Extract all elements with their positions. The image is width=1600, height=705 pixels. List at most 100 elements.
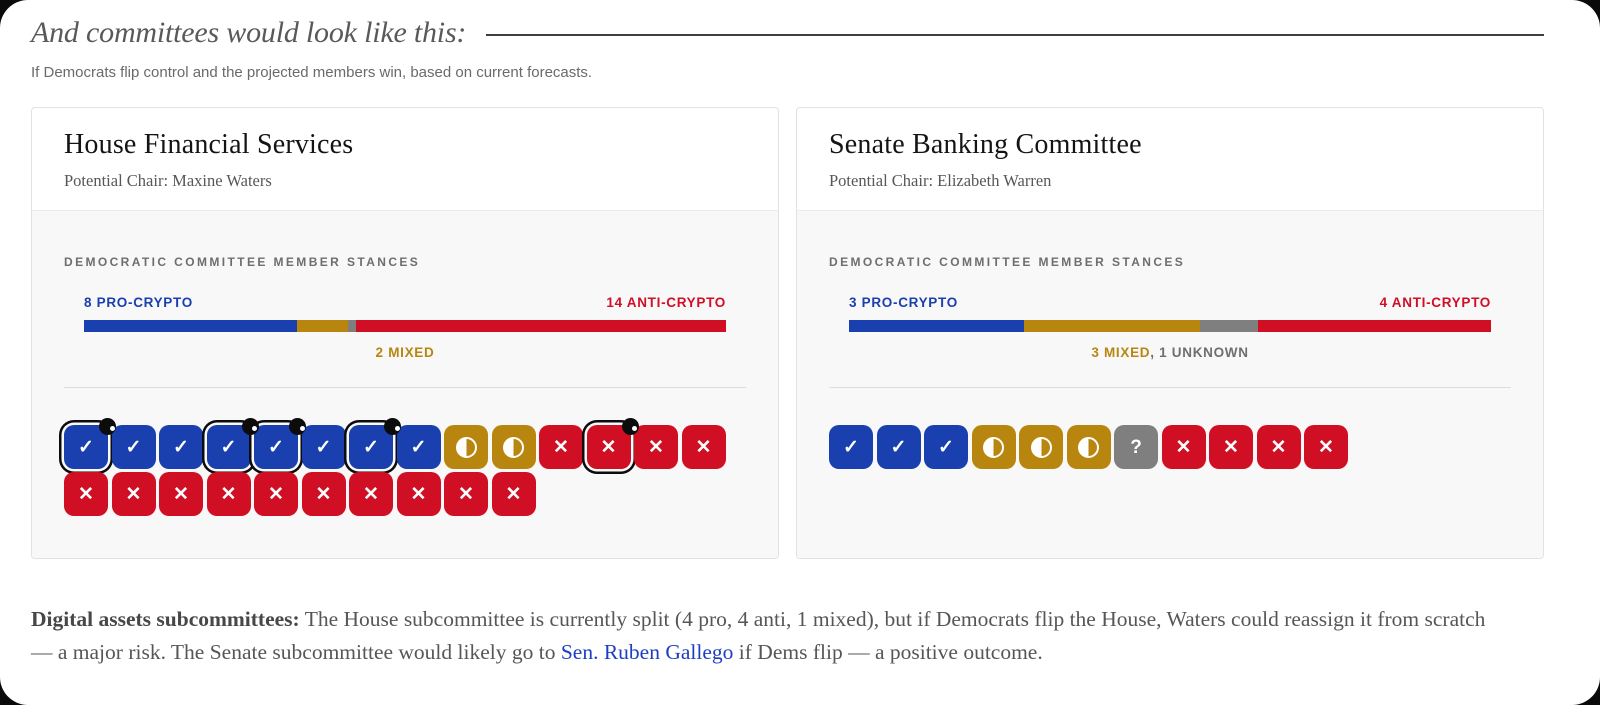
check-icon: ✓ bbox=[268, 436, 284, 458]
member-tile-anti[interactable]: ✕ bbox=[159, 472, 203, 516]
stances-heading: DEMOCRATIC COMMITTEE MEMBER STANCES bbox=[829, 255, 1186, 269]
stances-heading: DEMOCRATIC COMMITTEE MEMBER STANCES bbox=[64, 255, 421, 269]
x-icon: ✕ bbox=[220, 483, 237, 505]
member-tile-anti[interactable]: ✕ bbox=[1304, 425, 1348, 469]
badge-dot bbox=[99, 418, 116, 435]
badge-dot bbox=[241, 418, 259, 435]
stance-bar bbox=[849, 320, 1491, 332]
bar-segment-unknown bbox=[347, 320, 357, 332]
check-icon: ✓ bbox=[363, 436, 379, 458]
stance-bar-block: 3 PRO-CRYPTO 4 ANTI-CRYPTO 3 MIXED, 1 UN… bbox=[849, 295, 1491, 360]
stance-panel: DEMOCRATIC COMMITTEE MEMBER STANCES 3 PR… bbox=[797, 210, 1543, 558]
stance-bar-block: 8 PRO-CRYPTO 14 ANTI-CRYPTO 2 MIXED bbox=[84, 295, 726, 360]
member-tile-anti[interactable]: ✕ bbox=[491, 472, 536, 516]
x-icon: ✕ bbox=[78, 483, 94, 505]
half-circle-icon bbox=[1030, 436, 1052, 458]
section-subheading: If Democrats flip control and the projec… bbox=[31, 64, 593, 81]
member-tile-anti[interactable]: ✕ bbox=[586, 418, 639, 469]
bar-segment-pro bbox=[84, 320, 297, 332]
pro-count-label: 3 PRO-CRYPTO bbox=[849, 295, 958, 310]
member-tile-pro[interactable]: ✓ bbox=[159, 425, 203, 469]
member-tile-pro[interactable]: ✓ bbox=[111, 425, 156, 469]
member-tile-anti[interactable]: ✕ bbox=[64, 472, 108, 516]
check-icon: ✓ bbox=[220, 436, 237, 458]
card-header: House Financial Services Potential Chair… bbox=[32, 108, 778, 210]
check-icon: ✓ bbox=[890, 436, 907, 458]
x-icon: ✕ bbox=[505, 483, 522, 505]
x-icon: ✕ bbox=[410, 483, 427, 505]
member-tile-anti[interactable]: ✕ bbox=[301, 472, 346, 516]
footer-lead-label: Digital assets subcommittees: bbox=[31, 607, 300, 631]
x-icon: ✕ bbox=[173, 483, 189, 505]
committee-cards: House Financial Services Potential Chair… bbox=[31, 107, 1544, 559]
member-tile-anti[interactable]: ✕ bbox=[254, 472, 298, 516]
member-tile-mixed[interactable] bbox=[971, 425, 1016, 469]
member-tile-anti[interactable]: ✕ bbox=[1161, 425, 1206, 469]
gallego-link[interactable]: Sen. Ruben Gallego bbox=[560, 640, 734, 665]
panel-divider bbox=[829, 387, 1511, 388]
member-tile-anti[interactable]: ✕ bbox=[444, 472, 488, 516]
member-tile-mixed[interactable] bbox=[1019, 425, 1063, 469]
member-tiles: ✓ ✓ ✓ ✓ ✓ ✓ ✓ ✓ ✕ ✕ ✕ ✕ ✕ ✕ ✕ ✕ ✕ ✕ ✕ ✕ ✕ ✕ bbox=[64, 418, 746, 516]
footer-note: Digital assets subcommittees: The House … bbox=[31, 603, 1544, 670]
check-icon: ✓ bbox=[315, 436, 332, 458]
x-icon: ✕ bbox=[125, 483, 142, 505]
badge-dot bbox=[384, 418, 401, 435]
bar-segment-mixed bbox=[296, 320, 348, 332]
bar-labels: 8 PRO-CRYPTO 14 ANTI-CRYPTO bbox=[84, 295, 726, 310]
half-circle-icon bbox=[1078, 436, 1099, 458]
mixed-count-label: 2 MIXED bbox=[375, 345, 435, 360]
member-tile-pro[interactable]: ✓ bbox=[254, 418, 306, 469]
x-icon: ✕ bbox=[1270, 436, 1287, 458]
x-icon: ✕ bbox=[458, 483, 474, 505]
anti-count-label: 14 ANTI-CRYPTO bbox=[606, 295, 726, 310]
x-icon: ✕ bbox=[363, 483, 379, 505]
member-tile-mixed[interactable] bbox=[491, 425, 536, 469]
member-tile-anti[interactable]: ✕ bbox=[349, 472, 393, 516]
member-tile-anti[interactable]: ✕ bbox=[681, 425, 726, 469]
committee-name: House Financial Services bbox=[64, 129, 354, 160]
x-icon: ✕ bbox=[315, 483, 332, 505]
member-tile-anti[interactable]: ✕ bbox=[206, 472, 251, 516]
check-icon: ✓ bbox=[125, 436, 142, 458]
half-circle-icon bbox=[503, 436, 524, 458]
member-tile-pro[interactable]: ✓ bbox=[206, 418, 259, 469]
check-icon: ✓ bbox=[938, 436, 954, 458]
heading-rule bbox=[486, 34, 1544, 36]
badge-dot bbox=[289, 418, 306, 435]
member-tile-pro[interactable]: ✓ bbox=[876, 425, 921, 469]
section-heading: And committees would look like this: bbox=[31, 16, 467, 49]
anti-count-label: 4 ANTI-CRYPTO bbox=[1379, 295, 1491, 310]
half-circle-icon bbox=[983, 436, 1004, 458]
member-tile-anti[interactable]: ✕ bbox=[111, 472, 156, 516]
member-tile-unknown[interactable]: ? bbox=[1114, 425, 1158, 469]
panel-divider bbox=[64, 387, 746, 388]
potential-chair: Potential Chair: Elizabeth Warren bbox=[829, 171, 1052, 190]
card-header: Senate Banking Committee Potential Chair… bbox=[797, 108, 1543, 210]
member-tile-mixed[interactable] bbox=[444, 425, 488, 469]
committee-card-senate: Senate Banking Committee Potential Chair… bbox=[796, 107, 1544, 559]
stance-bar bbox=[84, 320, 726, 332]
member-tile-pro[interactable]: ✓ bbox=[301, 425, 346, 469]
member-tile-pro[interactable]: ✓ bbox=[349, 418, 401, 469]
member-tile-anti[interactable]: ✕ bbox=[634, 425, 678, 469]
bar-segment-unknown bbox=[1199, 320, 1258, 332]
member-tile-anti[interactable]: ✕ bbox=[1256, 425, 1301, 469]
stance-panel: DEMOCRATIC COMMITTEE MEMBER STANCES 8 PR… bbox=[32, 210, 778, 558]
member-tile-pro[interactable]: ✓ bbox=[64, 418, 116, 469]
half-circle-icon bbox=[455, 436, 477, 458]
x-icon: ✕ bbox=[268, 483, 284, 505]
committee-card-house: House Financial Services Potential Chair… bbox=[31, 107, 779, 559]
x-icon: ✕ bbox=[648, 436, 664, 458]
member-tiles: ✓ ✓ ✓? ✕ ✕ ✕ ✕ bbox=[829, 425, 1511, 469]
member-tile-mixed[interactable] bbox=[1066, 425, 1111, 469]
bar-labels: 3 PRO-CRYPTO 4 ANTI-CRYPTO bbox=[849, 295, 1491, 310]
member-tile-pro[interactable]: ✓ bbox=[396, 425, 441, 469]
committee-name: Senate Banking Committee bbox=[829, 129, 1142, 160]
member-tile-anti[interactable]: ✕ bbox=[1209, 425, 1253, 469]
member-tile-pro[interactable]: ✓ bbox=[829, 425, 873, 469]
member-tile-anti[interactable]: ✕ bbox=[539, 425, 583, 469]
member-tile-pro[interactable]: ✓ bbox=[924, 425, 968, 469]
member-tile-anti[interactable]: ✕ bbox=[396, 472, 441, 516]
